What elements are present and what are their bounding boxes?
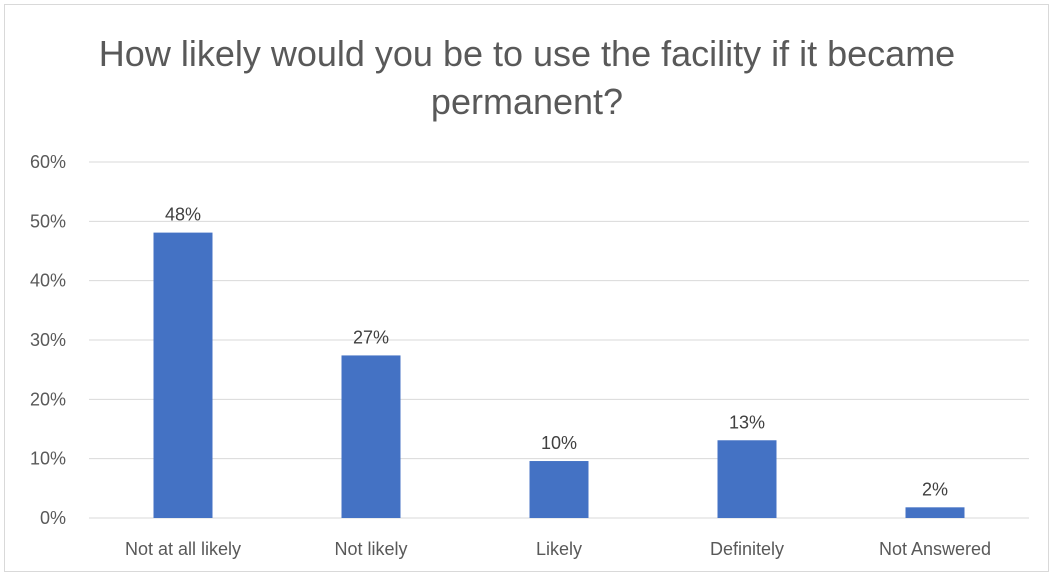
y-tick-label: 0% [40, 508, 66, 528]
x-tick-label: Definitely [710, 539, 784, 559]
y-tick-label: 60% [30, 152, 66, 172]
chart-title: How likely would you be to use the facil… [98, 33, 956, 122]
data-label: 13% [729, 412, 765, 432]
bar [153, 232, 213, 518]
data-labels: 48% 27% 10% 13% 2% [165, 205, 948, 500]
x-tick-label: Not at all likely [125, 539, 241, 559]
x-axis-tick-labels: Not at all likely Not likely Likely Definit… [125, 539, 991, 559]
bar [529, 461, 589, 518]
gridlines [89, 161, 1029, 519]
x-tick-label: Not likely [334, 539, 407, 559]
data-label: 48% [165, 205, 201, 225]
bar [905, 507, 965, 518]
data-label: 27% [353, 327, 389, 347]
bar [717, 440, 777, 518]
data-label: 2% [922, 479, 948, 499]
y-tick-label: 10% [30, 449, 66, 469]
x-tick-label: Not Answered [879, 539, 991, 559]
data-label: 10% [541, 433, 577, 453]
y-tick-label: 40% [30, 271, 66, 291]
bars [153, 232, 965, 518]
y-axis-tick-labels: 0% 10% 20% 30% 40% 50% 60% [30, 152, 66, 528]
x-tick-label: Likely [536, 539, 582, 559]
y-tick-label: 30% [30, 330, 66, 350]
bar [341, 355, 401, 518]
y-tick-label: 50% [30, 211, 66, 231]
y-tick-label: 20% [30, 389, 66, 409]
